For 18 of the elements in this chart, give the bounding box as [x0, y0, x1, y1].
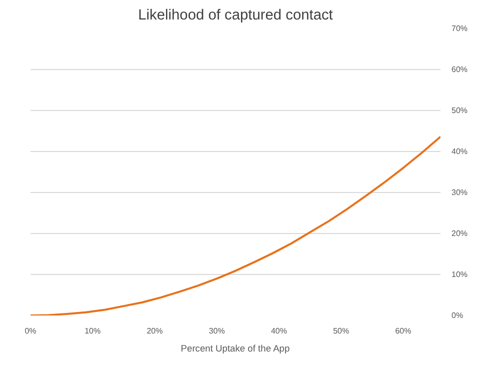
y-tick-label: 40% [452, 147, 468, 156]
y-tick-label: 10% [452, 270, 468, 279]
x-tick-label: 0% [24, 326, 36, 336]
x-tick-label: 40% [270, 326, 287, 336]
y-tick-label: 0% [452, 311, 464, 320]
y-tick-label: 70% [452, 24, 468, 33]
x-tick-label: 50% [333, 326, 350, 336]
x-tick-label: 60% [395, 326, 412, 336]
chart-title: Likelihood of captured contact [138, 8, 333, 24]
x-tick-label: 20% [146, 326, 163, 336]
x-axis-title: Percent Uptake of the App [180, 344, 290, 354]
y-tick-label: 20% [452, 229, 468, 238]
y-tick-label: 60% [452, 65, 468, 74]
y-tick-label: 50% [452, 106, 468, 115]
line-series [30, 136, 440, 316]
y-tick-label: 30% [452, 188, 468, 197]
x-tick-label: 30% [208, 326, 225, 336]
x-tick-label: 10% [84, 326, 101, 336]
